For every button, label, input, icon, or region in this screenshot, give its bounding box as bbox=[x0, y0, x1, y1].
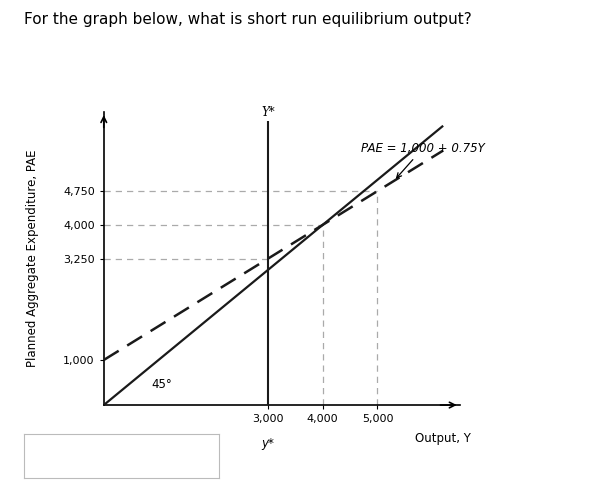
Text: Y*: Y* bbox=[261, 106, 275, 119]
Text: 45°: 45° bbox=[151, 378, 171, 391]
Text: Output, Y: Output, Y bbox=[415, 432, 471, 445]
Text: PAE = 1,000 + 0.75Y: PAE = 1,000 + 0.75Y bbox=[361, 142, 485, 178]
Text: y*: y* bbox=[262, 437, 275, 449]
Text: For the graph below, what is short run equilibrium output?: For the graph below, what is short run e… bbox=[24, 12, 471, 27]
Text: Planned Aggregate Expenditure, PAE: Planned Aggregate Expenditure, PAE bbox=[26, 150, 39, 367]
